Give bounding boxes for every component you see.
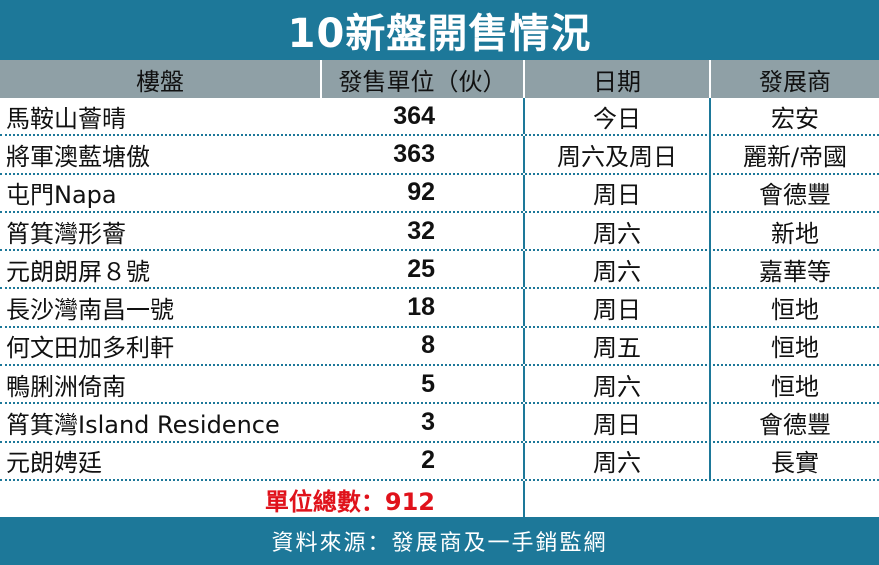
developer-name: 會德豐 [759, 181, 831, 210]
table-row: 鴨脷洲倚南 5 周六 恒地 [0, 366, 879, 405]
units-count: 25 [322, 251, 525, 288]
total-spacer [525, 481, 879, 517]
developer-name: 嘉華等 [759, 257, 831, 286]
units-count: 8 [322, 327, 525, 365]
table-row: 元朗朗屏８號 25 周六 嘉華等 [0, 251, 879, 290]
sale-date: 周五 [525, 327, 711, 365]
header-units: 發售單位（伙） [322, 60, 525, 98]
sale-date: 周日 [525, 174, 711, 211]
sale-date: 周六及周日 [525, 136, 711, 173]
table-row: 何文田加多利軒 8 周五 恒地 [0, 327, 879, 367]
source-note: 資料來源：發展商及一手銷監網 [0, 517, 879, 565]
developer-name: 長實 [771, 449, 819, 478]
table-row: 筲箕灣形薈 32 周六 新地 [0, 212, 879, 252]
header-developer: 發展商 [759, 67, 831, 96]
developer-name: 會德豐 [759, 411, 831, 440]
table-row: 馬鞍山薈晴 364 今日 宏安 [0, 98, 879, 137]
units-count: 3 [322, 404, 525, 441]
units-count: 92 [322, 174, 525, 211]
estate-name: 馬鞍山薈晴 [6, 104, 126, 133]
estate-name: 鴨脷洲倚南 [6, 372, 126, 401]
table-row: 元朗娉廷 2 周六 長實 [0, 442, 879, 481]
sale-date: 周六 [525, 212, 711, 250]
estate-name: 筲箕灣形薈 [6, 219, 126, 248]
table-row: 長沙灣南昌一號 18 周日 恒地 [0, 289, 879, 328]
sale-date: 周日 [525, 289, 711, 326]
table-title: 10新盤開售情況 [0, 0, 879, 60]
estate-name: 元朗朗屏８號 [6, 257, 150, 286]
developer-name: 麗新/帝國 [742, 142, 848, 171]
estate-name: 長沙灣南昌一號 [6, 296, 174, 325]
header-estate: 樓盤 [0, 60, 322, 98]
developer-name: 新地 [771, 219, 819, 248]
table-row: 屯門Napa 92 周日 會德豐 [0, 174, 879, 213]
sale-date: 周六 [525, 442, 711, 479]
estate-name: 將軍澳藍塘傲 [6, 142, 150, 171]
estate-name: 筲箕灣Island Residence [6, 411, 280, 440]
sale-date: 周六 [525, 366, 711, 403]
units-count: 32 [322, 212, 525, 250]
developer-name: 恒地 [771, 334, 819, 363]
estate-name: 屯門Napa [6, 181, 117, 210]
table-row: 筲箕灣Island Residence 3 周日 會德豐 [0, 404, 879, 443]
sale-date: 周日 [525, 404, 711, 441]
sale-date: 今日 [525, 98, 711, 135]
estate-name: 何文田加多利軒 [6, 334, 174, 363]
estate-name: 元朗娉廷 [6, 449, 102, 478]
sale-date: 周六 [525, 251, 711, 288]
total-row: 單位總數：912 [0, 481, 879, 517]
developer-name: 恒地 [771, 372, 819, 401]
table-body: 馬鞍山薈晴 364 今日 宏安 將軍澳藍塘傲 363 周六及周日 麗新/帝國 屯… [0, 98, 879, 481]
table-header: 樓盤 發售單位（伙） 日期 發展商 [0, 60, 879, 98]
header-date: 日期 [525, 60, 711, 98]
units-count: 18 [322, 289, 525, 326]
units-count: 363 [322, 136, 525, 173]
units-count: 2 [322, 442, 525, 479]
table-row: 將軍澳藍塘傲 363 周六及周日 麗新/帝國 [0, 136, 879, 175]
total-units: 單位總數：912 [0, 481, 525, 517]
developer-name: 宏安 [771, 104, 819, 133]
units-count: 364 [322, 98, 525, 135]
developer-name: 恒地 [771, 296, 819, 325]
units-count: 5 [322, 366, 525, 403]
